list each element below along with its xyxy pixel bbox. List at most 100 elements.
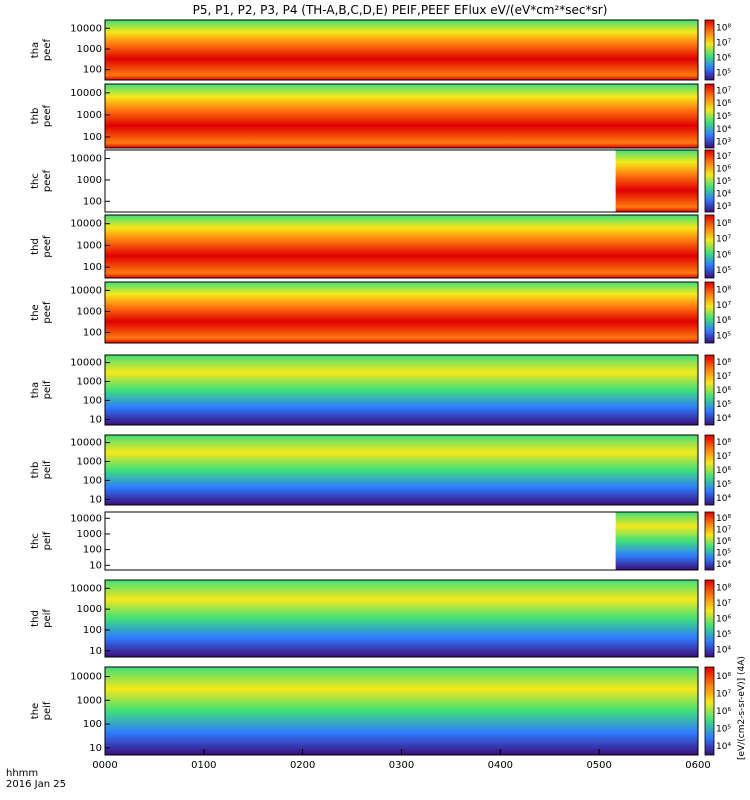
colorbar	[704, 511, 715, 571]
y-tick-label: 10	[89, 560, 102, 571]
x-tick-label: 0000	[92, 760, 117, 771]
panel-label-probe: the	[30, 703, 41, 719]
panel-frame	[104, 281, 699, 344]
y-tick-label: 100	[83, 262, 102, 273]
y-tick-label: 10000	[70, 23, 102, 34]
colorbar-unit-label: [eV/(cm2-s-sr-eV)] (4A)	[737, 656, 747, 760]
x-axis: 0000 0100 0200 0300 0400 0500 0600	[92, 749, 711, 771]
y-tick-label: 10000	[70, 583, 102, 594]
y-tick-label: 100	[83, 196, 102, 207]
y-tick-label: 100	[83, 475, 102, 486]
colorbar-tick-label: 10⁷	[716, 525, 731, 535]
y-tick-label: 10	[89, 646, 102, 657]
colorbar	[704, 83, 715, 149]
y-tick-label: 10	[89, 414, 102, 425]
colorbar-tick-label: 10⁸	[716, 219, 731, 229]
x-tick-label: 0300	[389, 760, 414, 771]
y-tick-label: 1000	[77, 604, 102, 615]
colorbar	[704, 666, 715, 756]
y-tick-label: 100	[83, 625, 102, 636]
panel-thb-peif: 10 100 1000 10000 thb peif 10⁴ 10⁵ 10⁶ 10⁷ 10⁸	[30, 434, 731, 506]
colorbar-tick-label: 10⁷	[716, 235, 731, 245]
panel-label-quantity: peef	[42, 104, 53, 127]
colorbar-tick-label: 10⁸	[716, 358, 731, 368]
panel-label-probe: thc	[30, 173, 41, 189]
colorbar-tick-label: 10⁴	[716, 189, 731, 199]
y-tick-label: 1000	[77, 175, 102, 186]
y-tick-label: 1000	[77, 110, 102, 121]
y-tick-label: 10	[89, 494, 102, 505]
colorbar-tick-label: 10⁷	[716, 152, 731, 162]
colorbar-tick-label: 10⁸	[716, 584, 731, 594]
x-tick-label: 0400	[488, 760, 513, 771]
panel-thb-peef: 100 1000 10000 thb peef 10³ 10⁴ 10⁵ 10⁶ 10⁷	[30, 83, 731, 149]
colorbar-tick-label: 10⁶	[716, 165, 731, 175]
x-axis-label-date: 2016 Jan 25	[6, 779, 66, 790]
spectrogram-fill	[105, 20, 698, 80]
y-tick-label: 1000	[77, 306, 102, 317]
panel-label-quantity: peef	[42, 301, 53, 324]
panel-thd-peif: 10 100 1000 10000 thd peif 10⁴ 10⁵ 10⁶ 10⁷ 10⁸	[30, 579, 731, 658]
y-tick-label: 100	[83, 327, 102, 338]
panel-tha-peef: 100 1000 10000 tha peef 10⁵ 10⁶ 10⁷ 10⁸	[30, 19, 731, 81]
panel-thd-peef: 100 1000 10000 thd peef 10⁵ 10⁶ 10⁷ 10⁸	[30, 214, 731, 279]
y-tick-label: 10	[89, 743, 102, 754]
panel-label-probe: thd	[30, 610, 41, 627]
panel-label-quantity: peef	[42, 169, 53, 192]
panel-frame	[104, 579, 699, 658]
panel-label-quantity: peif	[42, 531, 53, 550]
y-tick-label: 1000	[77, 376, 102, 387]
colorbar-tick-label: 10⁵	[716, 630, 731, 640]
colorbar-tick-label: 10⁵	[716, 549, 731, 559]
spectrogram-fill	[615, 150, 698, 212]
spectrogram-fill	[615, 512, 698, 570]
colorbar	[704, 434, 715, 506]
spectrogram-fill	[105, 435, 698, 505]
colorbar-tick-label: 10⁶	[716, 54, 731, 64]
y-tick-label: 100	[83, 719, 102, 730]
panel-label-probe: tha	[30, 42, 41, 58]
y-tick-label: 1000	[77, 456, 102, 467]
colorbar-tick-label: 10⁴	[716, 494, 731, 504]
colorbar-tick-label: 10⁴	[716, 742, 731, 752]
colorbar-tick-label: 10⁶	[716, 615, 731, 625]
colorbar-tick-label: 10⁸	[716, 24, 731, 34]
panel-label-probe: thc	[30, 533, 41, 549]
y-tick-label: 1000	[77, 695, 102, 706]
colorbar-tick-label: 10⁶	[716, 707, 731, 717]
colorbar-tick-label: 10⁷	[716, 599, 731, 609]
colorbar-tick-label: 10⁷	[716, 39, 731, 49]
colorbar-tick-label: 10⁴	[716, 414, 731, 424]
colorbar-tick-label: 10⁴	[716, 560, 731, 570]
spectrogram-fill	[105, 282, 698, 343]
panel-frame	[104, 83, 699, 149]
panel-label-quantity: peif	[42, 380, 53, 399]
colorbar-tick-label: 10³	[716, 202, 731, 212]
colorbar	[704, 281, 715, 344]
colorbar-tick-label: 10⁵	[716, 725, 731, 735]
spectrogram-fill	[105, 215, 698, 278]
colorbar-tick-label: 10⁸	[716, 438, 731, 448]
panel-label-probe: tha	[30, 382, 41, 398]
colorbar-tick-label: 10⁶	[716, 316, 731, 326]
y-tick-label: 100	[83, 395, 102, 406]
panel-the-peif: 10 100 1000 10000 the peif 10⁴ 10⁵ 10⁶ 10⁷ 10⁸	[30, 666, 731, 756]
colorbar-tick-label: 10⁴	[716, 125, 731, 135]
colorbar-tick-label: 10⁶	[716, 99, 731, 109]
spectrogram-fill	[105, 355, 698, 425]
colorbar	[704, 354, 715, 426]
panel-frame	[104, 149, 699, 213]
y-tick-label: 10000	[70, 672, 102, 683]
y-tick-label: 1000	[77, 44, 102, 55]
figure-title: P5, P1, P2, P3, P4 (TH-A,B,C,D,E) PEIF,P…	[193, 3, 608, 17]
y-tick-label: 10000	[70, 285, 102, 296]
colorbar-tick-label: 10⁸	[716, 672, 731, 682]
x-tick-label: 0600	[685, 760, 710, 771]
panel-frame	[104, 434, 699, 506]
panel-label-quantity: peef	[42, 235, 53, 258]
y-tick-label: 100	[83, 65, 102, 76]
colorbar-tick-label: 10⁸	[716, 286, 731, 296]
panel-label-probe: thb	[30, 462, 41, 479]
